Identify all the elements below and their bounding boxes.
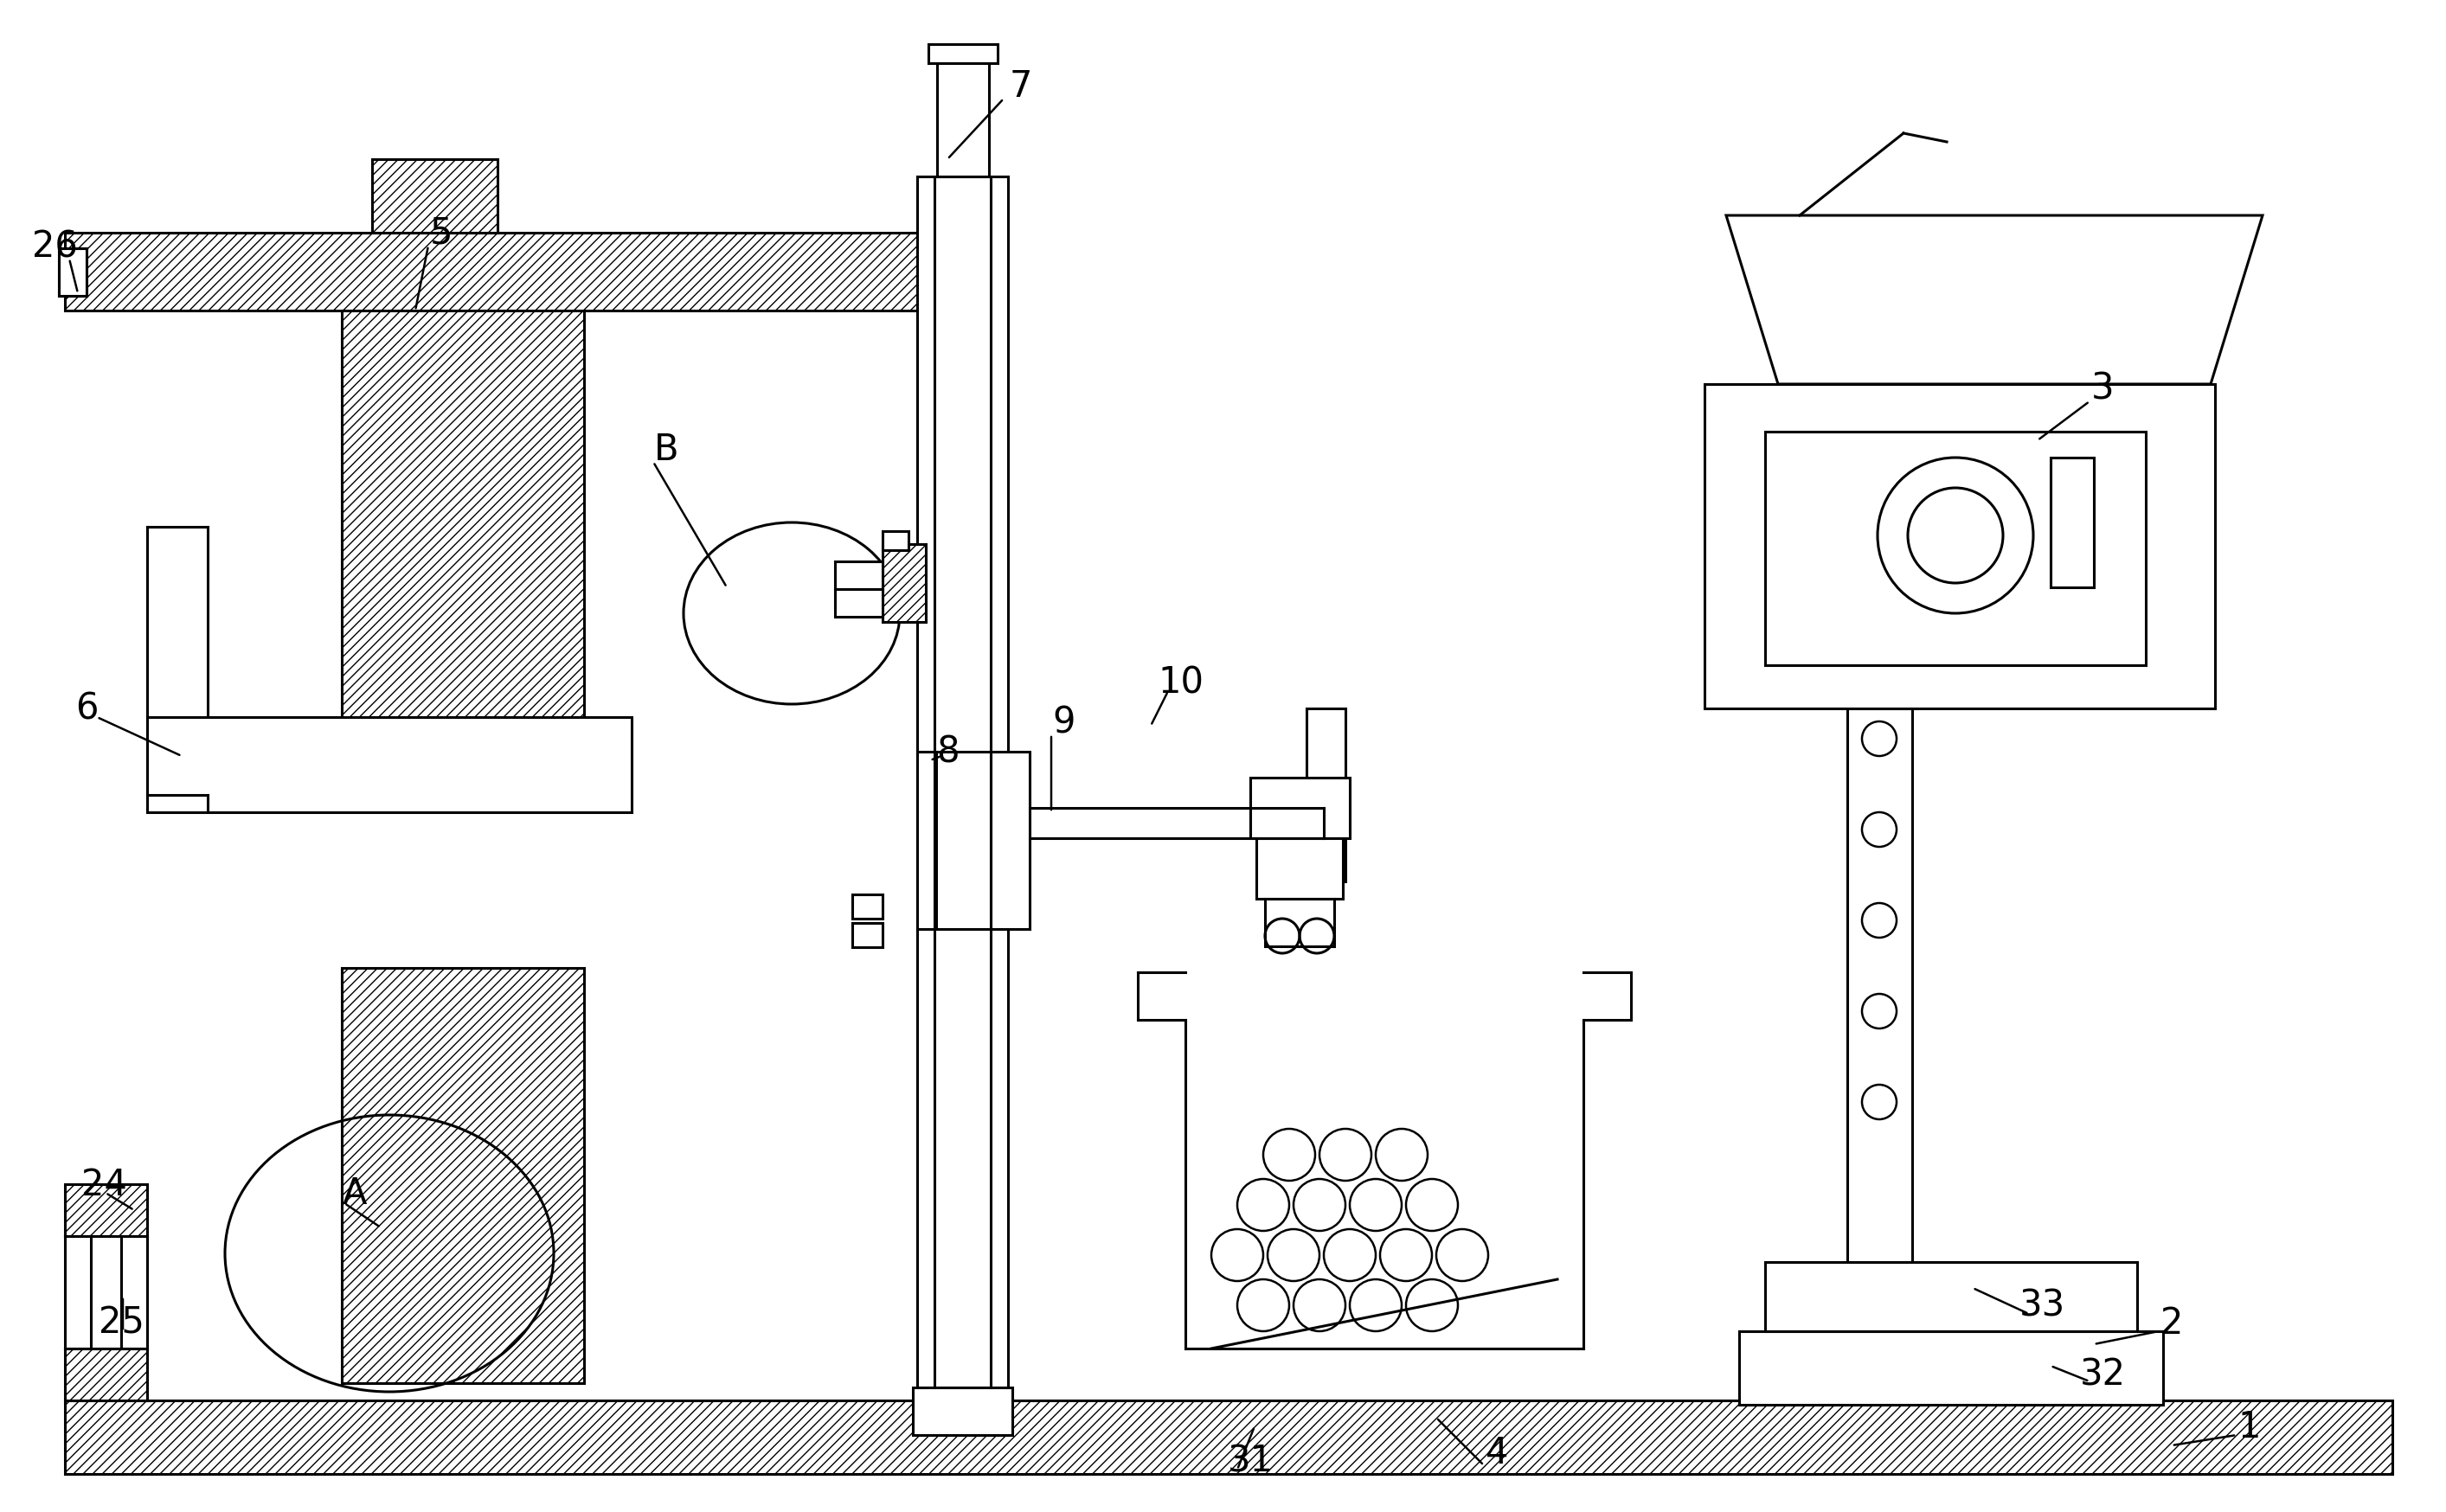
Text: 26: 26 — [32, 228, 78, 265]
Bar — [147, 718, 631, 812]
Bar — [1766, 432, 2145, 665]
Bar — [917, 177, 1008, 1388]
Bar — [59, 249, 86, 296]
Bar — [929, 45, 998, 64]
Text: 2: 2 — [2160, 1305, 2184, 1341]
Text: 5: 5 — [430, 215, 453, 251]
Bar — [834, 562, 883, 590]
Bar — [883, 544, 925, 623]
Text: 7: 7 — [1010, 68, 1032, 104]
Bar — [1705, 384, 2216, 709]
Text: 1: 1 — [2238, 1408, 2260, 1444]
Bar — [66, 1349, 147, 1400]
Bar — [883, 532, 907, 550]
Bar — [917, 751, 1030, 930]
Bar — [1847, 709, 1913, 1263]
Bar — [1265, 900, 1333, 947]
Text: 4: 4 — [1485, 1435, 1509, 1471]
Text: 31: 31 — [1228, 1442, 1274, 1479]
Bar — [1739, 1332, 2162, 1405]
Bar — [851, 924, 883, 948]
Text: 10: 10 — [1157, 665, 1203, 702]
Bar — [937, 60, 988, 177]
Text: 32: 32 — [2079, 1356, 2126, 1393]
Bar — [2050, 458, 2094, 588]
Bar — [1250, 779, 1350, 839]
Text: 9: 9 — [1052, 703, 1076, 739]
Text: 6: 6 — [76, 691, 98, 727]
Text: 3: 3 — [2091, 370, 2113, 407]
Bar — [1766, 1263, 2138, 1332]
Bar — [66, 1400, 2392, 1474]
Text: 8: 8 — [937, 733, 959, 770]
Bar — [342, 968, 585, 1383]
Text: 25: 25 — [98, 1305, 144, 1341]
Text: B: B — [653, 431, 678, 467]
Text: A: A — [342, 1175, 367, 1211]
Bar — [912, 1388, 1013, 1435]
Bar — [1257, 839, 1343, 900]
Bar — [1306, 709, 1345, 881]
Bar — [834, 590, 883, 617]
Bar — [66, 233, 951, 311]
Bar — [851, 895, 883, 919]
Bar — [342, 311, 585, 795]
Bar — [66, 1184, 147, 1237]
Bar — [372, 160, 497, 233]
Text: 24: 24 — [81, 1166, 127, 1202]
Text: 33: 33 — [2018, 1287, 2064, 1323]
